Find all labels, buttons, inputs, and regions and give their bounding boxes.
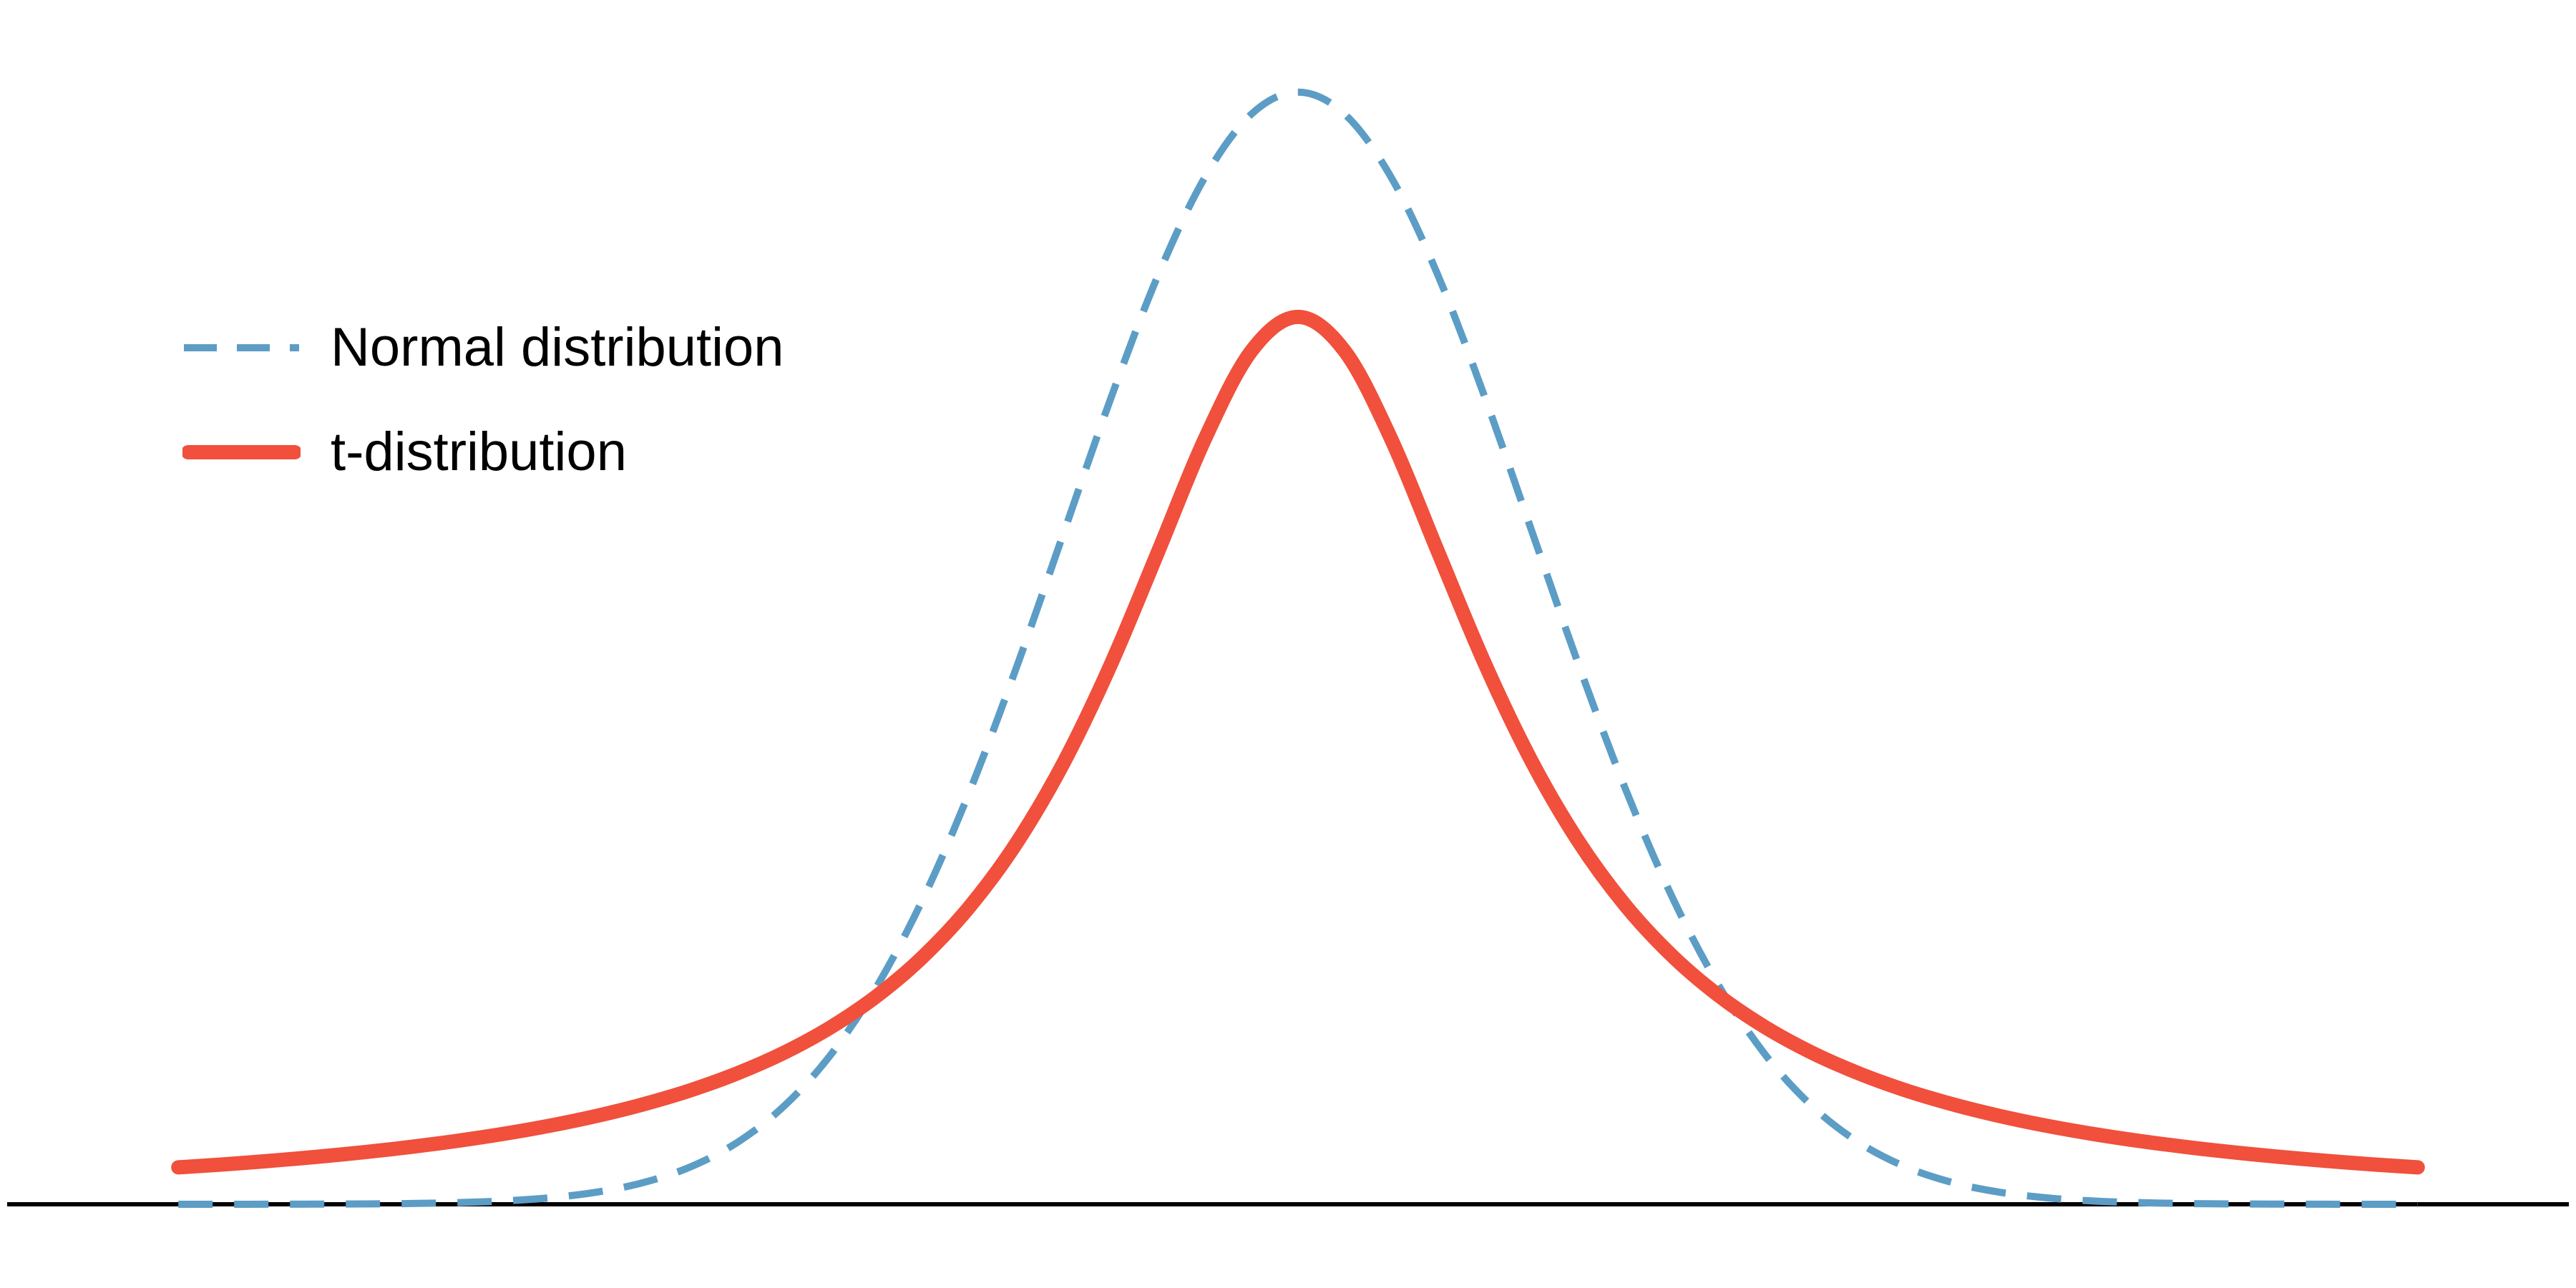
legend-label-normal: Normal distribution: [331, 317, 784, 378]
legend-item-t: t-distribution: [182, 412, 784, 492]
normal-line-swatch-icon: [184, 344, 299, 351]
legend-label-t: t-distribution: [331, 421, 627, 482]
t-curve: [171, 309, 2425, 1175]
normal-curve: [178, 88, 2418, 1209]
t-line-swatch-icon: [182, 445, 301, 459]
legend: Normal distribution t-distribution: [182, 308, 784, 492]
legend-item-normal: Normal distribution: [182, 308, 784, 388]
